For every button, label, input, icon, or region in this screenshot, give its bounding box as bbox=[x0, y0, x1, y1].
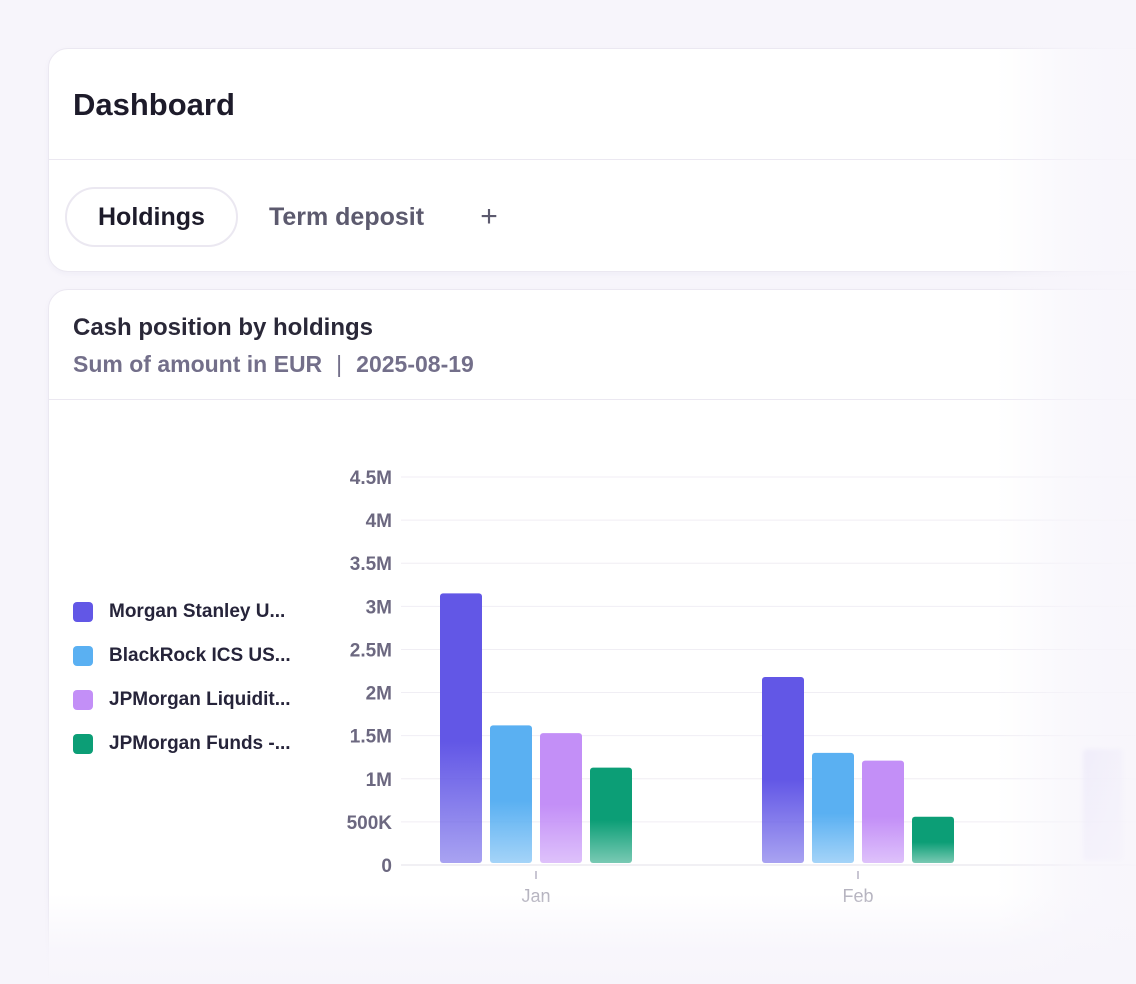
x-tick-label: Feb bbox=[842, 886, 873, 906]
bar[interactable] bbox=[440, 593, 482, 863]
add-tab-button[interactable]: + bbox=[465, 193, 513, 241]
y-tick-label: 4M bbox=[366, 511, 392, 532]
bar[interactable] bbox=[590, 767, 632, 863]
tab-holdings[interactable]: Holdings bbox=[65, 187, 238, 247]
chart-subtitle-separator: | bbox=[336, 351, 343, 377]
page-title: Dashboard bbox=[73, 87, 235, 122]
tab-term-deposit[interactable]: Term deposit bbox=[268, 202, 425, 231]
dashboard-header-card: Dashboard Holdings Term deposit + bbox=[48, 48, 1136, 272]
chart-title: Cash position by holdings bbox=[73, 314, 373, 341]
legend-item[interactable]: Morgan Stanley U... bbox=[73, 590, 309, 634]
plus-icon: + bbox=[480, 200, 498, 233]
chart-subtitle: Sum of amount in EUR | 2025-08-19 bbox=[73, 351, 474, 378]
chart-subtitle-date: 2025-08-19 bbox=[356, 351, 474, 377]
bar[interactable] bbox=[762, 677, 804, 863]
y-tick-label: 3M bbox=[366, 597, 392, 618]
bar[interactable] bbox=[912, 816, 954, 863]
chart-subtitle-metric: Sum of amount in EUR bbox=[73, 351, 323, 377]
x-tick-label: Jan bbox=[521, 886, 550, 906]
bar-chart: 0 500K 1M 1.5M 2M 2.5M 3M 3.5M 4M 4.5M Jan Feb bbox=[347, 468, 1136, 906]
bar[interactable] bbox=[812, 752, 854, 863]
y-tick-label: 1M bbox=[366, 770, 392, 791]
y-tick-label: 500K bbox=[347, 813, 393, 834]
legend-item[interactable]: JPMorgan Funds -... bbox=[73, 722, 309, 766]
chart-legend: Morgan Stanley U... BlackRock ICS US... … bbox=[73, 590, 309, 766]
y-tick-label: 2.5M bbox=[350, 640, 392, 661]
cash-position-chart-card: Cash position by holdings Sum of amount … bbox=[48, 289, 1136, 984]
legend-swatch bbox=[73, 734, 93, 754]
legend-item[interactable]: BlackRock ICS US... bbox=[73, 634, 309, 678]
y-tick-label: 3.5M bbox=[350, 554, 392, 575]
y-tick-label: 0 bbox=[381, 856, 392, 877]
legend-item[interactable]: JPMorgan Liquidit... bbox=[73, 678, 309, 722]
y-tick-label: 4.5M bbox=[350, 468, 392, 489]
y-tick-label: 1.5M bbox=[350, 727, 392, 748]
legend-swatch bbox=[73, 690, 93, 710]
header-divider bbox=[49, 159, 1136, 160]
legend-swatch bbox=[73, 646, 93, 666]
bar[interactable] bbox=[540, 733, 582, 863]
y-tick-label: 2M bbox=[366, 684, 392, 705]
bar[interactable] bbox=[490, 725, 532, 863]
tab-bar: Holdings Term deposit + bbox=[65, 185, 513, 249]
legend-swatch bbox=[73, 602, 93, 622]
chart-divider bbox=[49, 399, 1136, 400]
bar[interactable] bbox=[862, 760, 904, 863]
